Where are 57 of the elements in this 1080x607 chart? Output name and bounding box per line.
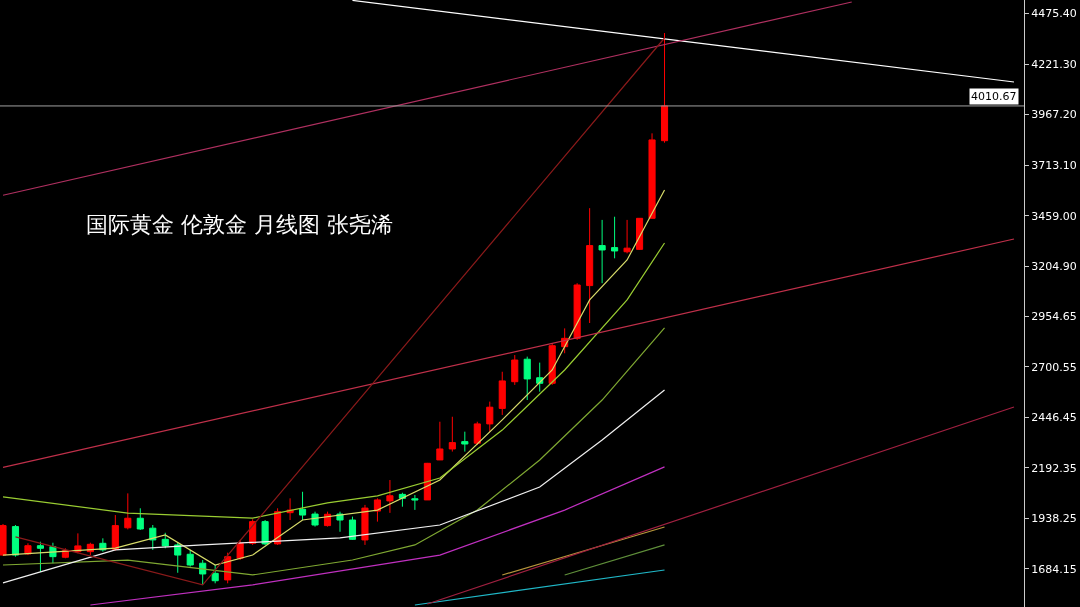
candlestick: [161, 532, 169, 549]
candlestick: [111, 514, 119, 552]
text: 国际黄金 伦敦金 月线图 张尧浠: [86, 212, 394, 238]
candlestick: [36, 541, 44, 573]
y-tick-label: 1938.25: [1031, 512, 1077, 526]
candlestick: [361, 504, 369, 546]
candlestick: [448, 416, 456, 453]
candlestick: [611, 216, 619, 259]
candlestick: [473, 421, 481, 446]
candlestick: [261, 519, 269, 546]
candlestick: [373, 497, 382, 523]
candlestick: [648, 132, 656, 219]
candlestick: [199, 559, 207, 586]
candlestick: [436, 421, 444, 461]
candlestick: [311, 511, 319, 528]
candlestick: [598, 219, 606, 284]
candlestick: [186, 549, 194, 568]
candlestick: [511, 354, 519, 386]
candlestick: [411, 494, 419, 511]
y-tick-label: 3204.90: [1031, 260, 1077, 274]
candlestick: [348, 516, 357, 541]
candlestick: [623, 219, 631, 254]
y-tick-label: 4221.30: [1031, 57, 1077, 71]
candlestick: [149, 524, 157, 551]
candlestick: [0, 523, 7, 557]
line-series: [2, 389, 666, 584]
candlestick: [211, 564, 219, 584]
y-tick-label: 2700.55: [1031, 360, 1077, 374]
line-series: [2, 189, 666, 566]
candlestick: [586, 207, 594, 324]
candlestick: [386, 479, 394, 514]
line-series: [2, 327, 666, 576]
candlestick: [573, 282, 581, 341]
line-series: [89, 466, 666, 606]
y-tick-label: 4475.40: [1031, 7, 1077, 21]
line-series: [2, 242, 666, 519]
candlestick: [523, 356, 531, 401]
y-tick-label: 1684.15: [1031, 562, 1077, 576]
candlestick: [498, 371, 506, 416]
candlestick: [486, 401, 494, 433]
y-tick-label: 3713.10: [1031, 159, 1077, 173]
y-tick-label: 3967.20: [1031, 108, 1077, 122]
ref-line-label: 4010.67: [971, 90, 1017, 103]
candlestick: [660, 32, 669, 144]
candlestick: [236, 539, 244, 561]
candlestick: [124, 492, 132, 530]
y-tick-label: 3459.00: [1031, 209, 1077, 223]
y-tick-label: 2954.65: [1031, 309, 1077, 323]
y-tick-label: 2192.35: [1031, 461, 1077, 475]
candlestick: [24, 542, 32, 556]
candlestick: [299, 491, 307, 521]
candlestick: [423, 462, 431, 501]
y-tick-label: 2446.45: [1031, 411, 1077, 425]
candlestick: [136, 507, 144, 531]
candlestick: [174, 542, 182, 574]
candlestick: [461, 431, 469, 453]
candlestick: [11, 524, 20, 558]
